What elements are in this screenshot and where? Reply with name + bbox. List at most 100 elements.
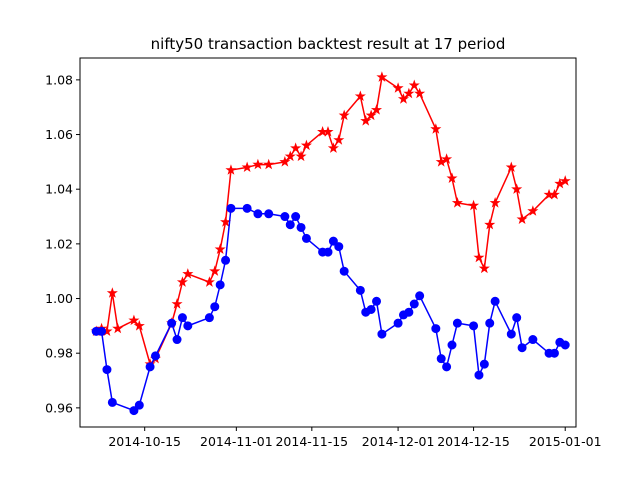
series-layer xyxy=(90,71,571,416)
data-point xyxy=(469,321,479,331)
data-point xyxy=(328,236,338,246)
data-point xyxy=(150,351,160,361)
data-point xyxy=(560,340,570,350)
data-point xyxy=(209,265,221,276)
data-point xyxy=(490,296,500,306)
data-point xyxy=(377,329,387,339)
chart-title: nifty50 transaction backtest result at 1… xyxy=(151,35,506,53)
data-point xyxy=(220,216,232,227)
data-point xyxy=(107,397,117,407)
data-point xyxy=(323,247,333,257)
data-point xyxy=(322,125,334,137)
data-point xyxy=(97,326,107,336)
data-point xyxy=(549,348,559,358)
data-point xyxy=(242,203,252,213)
data-point xyxy=(134,400,144,410)
series-line xyxy=(96,207,566,412)
x-tick-label: 2015-01-01 xyxy=(529,434,602,449)
data-point xyxy=(451,197,463,208)
data-point xyxy=(133,320,145,331)
data-point xyxy=(516,213,528,224)
data-point xyxy=(339,266,349,276)
data-point xyxy=(414,87,426,99)
data-point xyxy=(106,287,118,298)
data-point xyxy=(291,212,301,222)
data-point xyxy=(145,362,155,372)
data-point xyxy=(210,302,220,312)
data-point xyxy=(171,298,183,309)
data-point xyxy=(355,285,365,295)
data-point xyxy=(263,158,275,170)
data-point xyxy=(102,365,112,375)
data-point xyxy=(452,318,462,328)
data-point xyxy=(404,307,414,317)
data-point xyxy=(474,370,484,380)
data-point xyxy=(172,335,182,345)
data-point xyxy=(408,79,420,91)
data-point xyxy=(241,161,253,173)
x-tick-label: 2014-10-15 xyxy=(108,434,181,449)
data-point xyxy=(253,209,263,219)
data-point xyxy=(301,233,311,243)
data-point xyxy=(225,164,237,175)
y-tick-label: 0.98 xyxy=(45,346,73,361)
data-point xyxy=(403,87,415,99)
x-axis: 2014-10-15 2014-11-01 2014-11-15 2014-12-01… xyxy=(108,427,602,449)
data-point xyxy=(264,209,274,219)
y-tick-label: 1.00 xyxy=(45,291,73,306)
y-axis: 0.96 0.98 1.00 1.02 1.04 1.06 1.08 xyxy=(45,72,80,415)
data-point xyxy=(393,318,403,328)
data-point xyxy=(517,343,527,353)
data-point xyxy=(252,158,264,170)
data-point xyxy=(512,313,522,323)
data-point xyxy=(559,175,571,186)
series-1 xyxy=(91,203,570,416)
data-point xyxy=(295,150,307,162)
data-point xyxy=(397,93,410,104)
series-0 xyxy=(90,71,571,369)
data-point xyxy=(177,313,187,323)
data-point xyxy=(128,314,140,326)
y-tick-label: 1.02 xyxy=(45,236,73,251)
data-point xyxy=(479,359,489,369)
data-point xyxy=(485,318,495,328)
data-point xyxy=(183,321,193,331)
x-tick-label: 2014-11-15 xyxy=(275,434,348,449)
data-point xyxy=(360,115,372,126)
data-point xyxy=(478,262,490,274)
data-point xyxy=(430,123,442,134)
data-point xyxy=(447,340,457,350)
data-point xyxy=(528,335,538,345)
data-point xyxy=(214,243,226,255)
data-point xyxy=(327,142,339,153)
data-point xyxy=(284,150,296,162)
data-point xyxy=(415,291,425,301)
y-tick-label: 1.06 xyxy=(45,127,73,142)
data-point xyxy=(203,276,215,287)
data-point xyxy=(280,212,290,222)
data-point xyxy=(473,251,485,263)
data-point xyxy=(372,296,382,306)
data-point xyxy=(442,362,452,372)
data-point xyxy=(333,134,345,145)
data-point xyxy=(431,324,441,334)
data-point xyxy=(182,268,194,279)
y-tick-label: 1.08 xyxy=(45,72,73,87)
data-point xyxy=(436,354,446,364)
data-point xyxy=(506,329,516,339)
plot-frame xyxy=(79,57,577,428)
data-point xyxy=(204,313,214,323)
data-point xyxy=(365,109,377,121)
data-point xyxy=(290,142,302,153)
data-point xyxy=(441,153,453,164)
data-point xyxy=(129,406,139,416)
data-point xyxy=(354,90,366,101)
data-point xyxy=(226,203,236,213)
data-point xyxy=(548,188,560,200)
data-point xyxy=(300,139,312,151)
data-point xyxy=(215,280,225,290)
data-point xyxy=(338,109,350,121)
data-point xyxy=(489,197,501,208)
y-tick-label: 0.96 xyxy=(45,400,73,415)
